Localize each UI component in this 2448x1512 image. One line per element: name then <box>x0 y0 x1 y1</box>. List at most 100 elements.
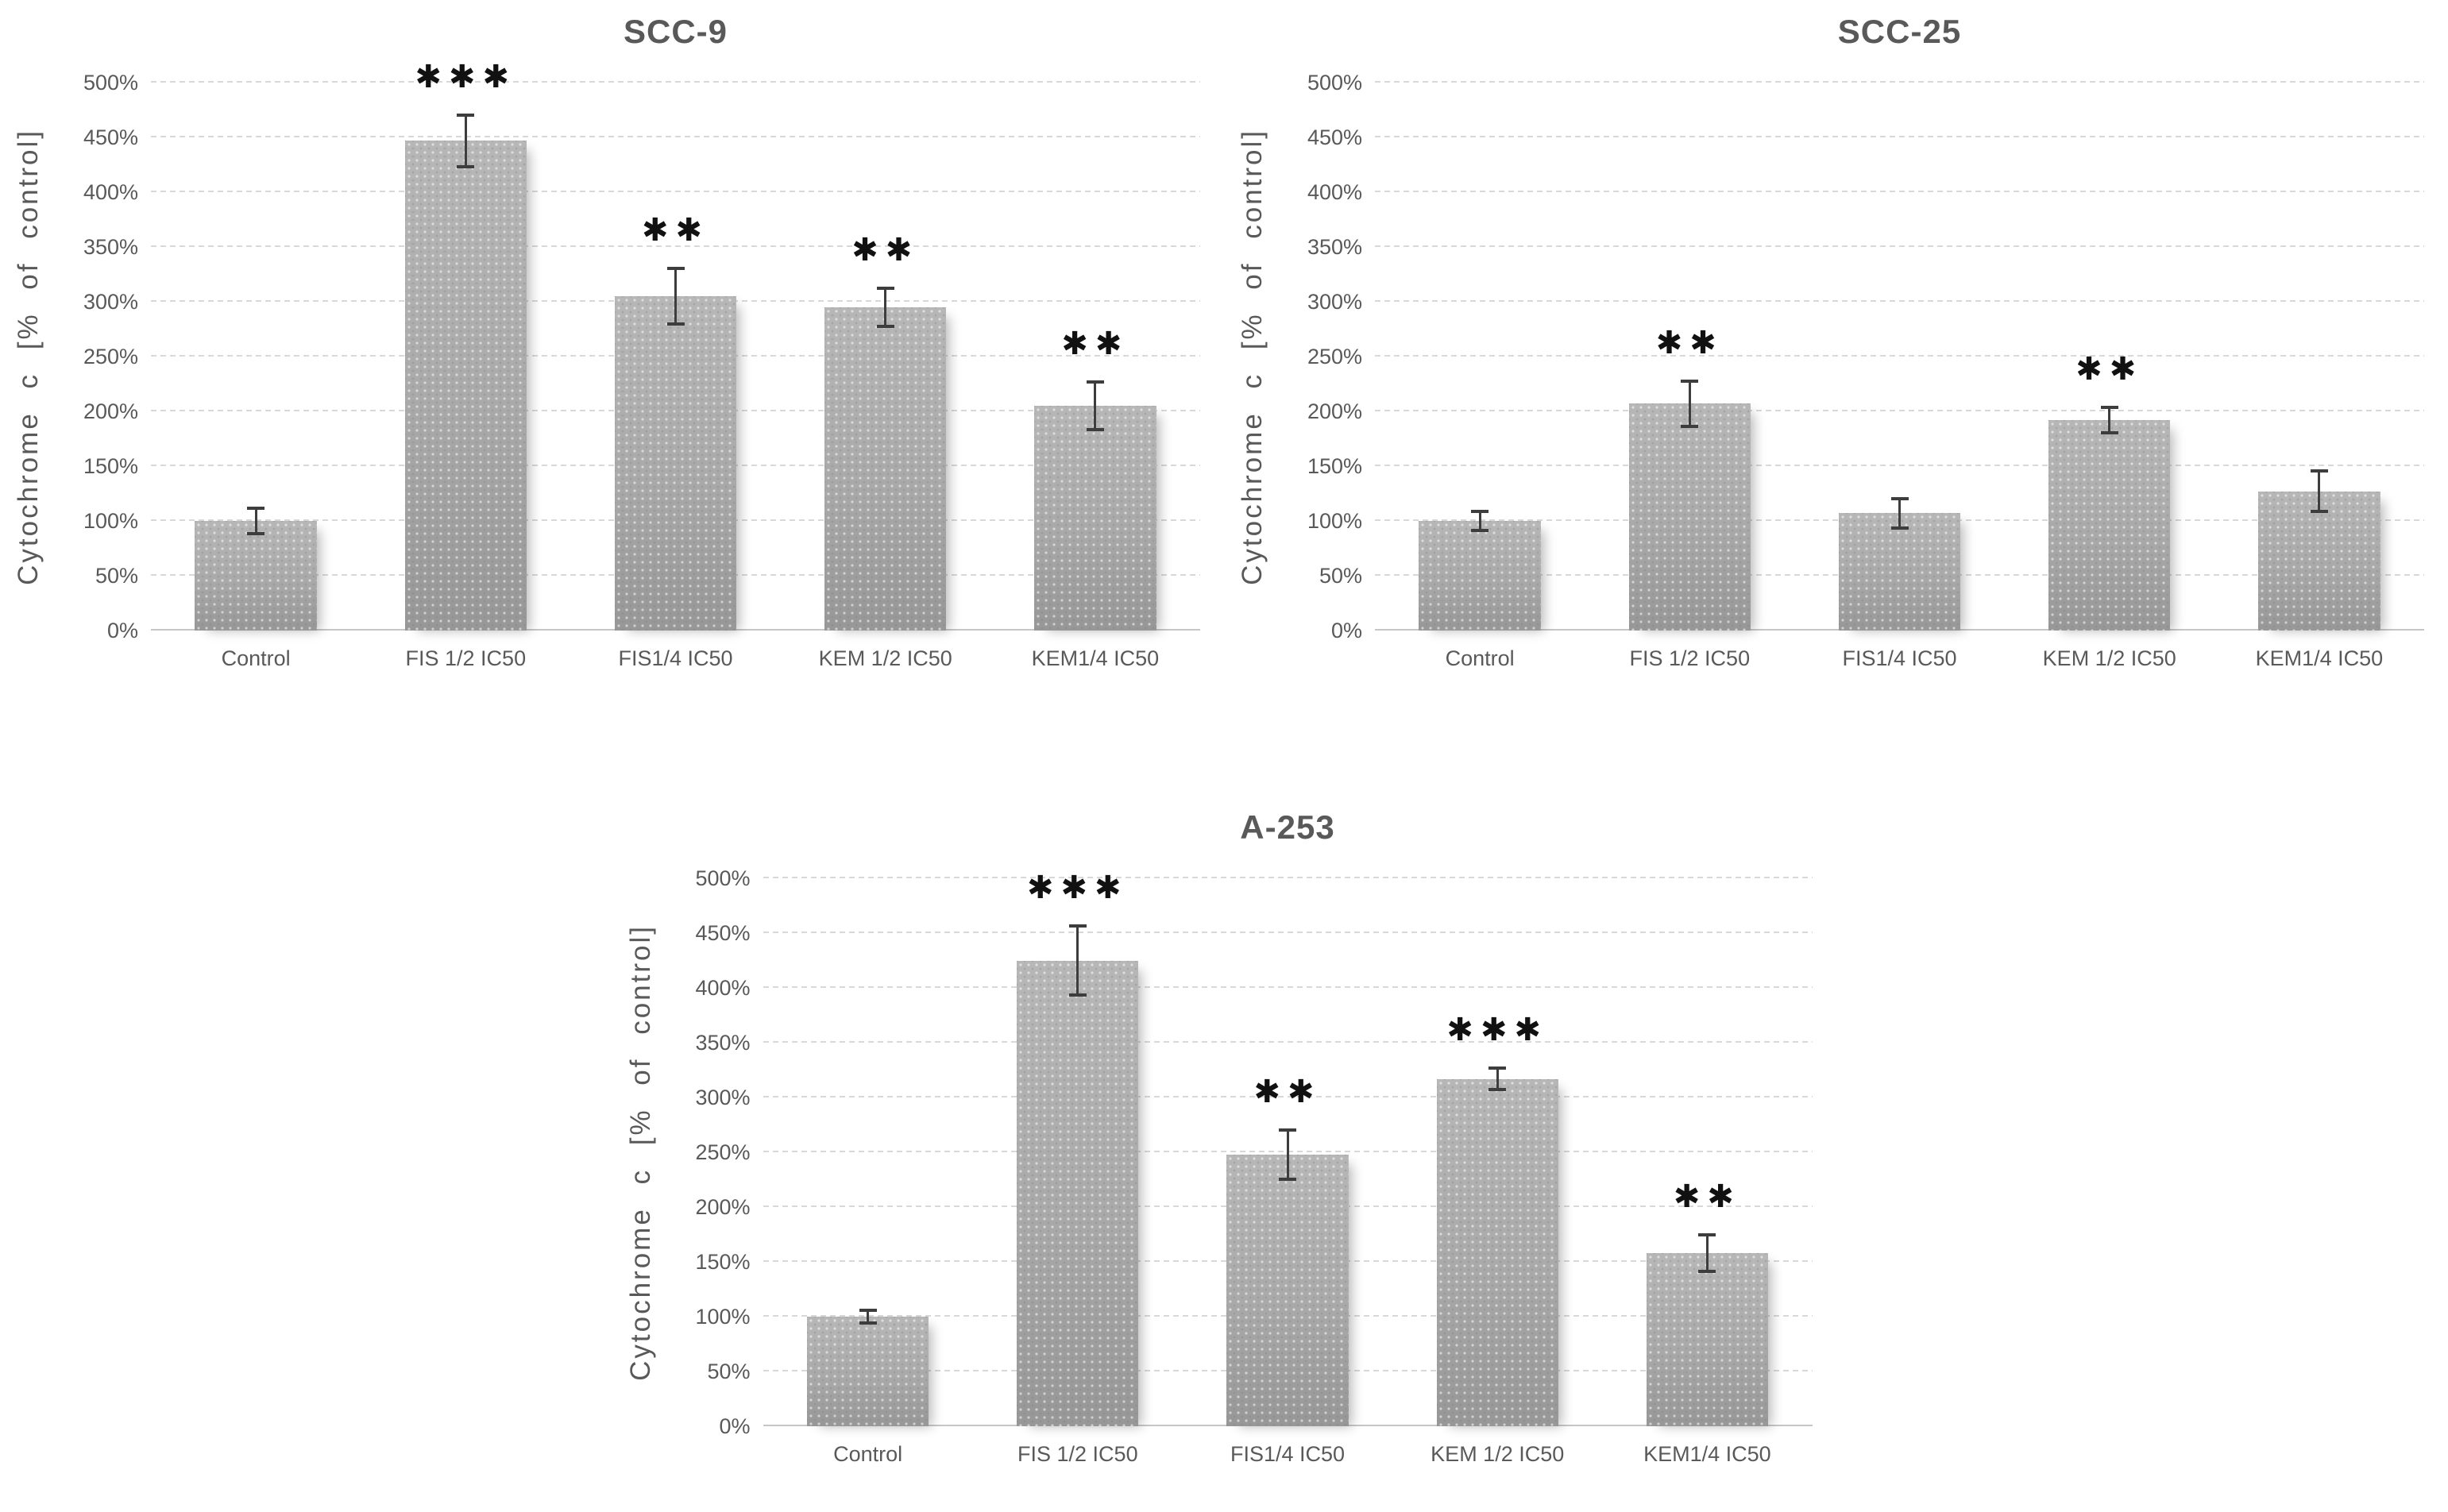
x-category-label: KEM 1/2 IC50 <box>818 646 952 670</box>
error-bar-cap <box>2310 469 2328 473</box>
gridline <box>151 136 1200 137</box>
y-tick-label: 500% <box>695 866 751 890</box>
bar <box>1419 521 1541 631</box>
gridline <box>1375 191 2424 192</box>
chart-title: SCC-9 <box>623 13 728 50</box>
significance-stars: ✱✱ <box>2075 352 2144 388</box>
y-tick-label: 400% <box>1307 180 1362 204</box>
error-bar-cap <box>876 286 894 290</box>
error-bar-stem <box>254 510 257 532</box>
bar-group: ✱✱✱ <box>1392 878 1602 1426</box>
bar-group: ✱✱ <box>1585 83 1794 631</box>
error-bar-stem <box>867 1312 870 1321</box>
y-tick-label: 300% <box>695 1086 751 1109</box>
bar <box>195 521 317 631</box>
bar-group <box>1375 83 1585 631</box>
error-bar <box>1488 1066 1507 1091</box>
y-axis-ticks: 0% 50% 100% 150% 200% 250% 300% 350% 400% 450% 500… <box>1281 71 1375 642</box>
chart-title: A-253 <box>1240 808 1335 846</box>
error-bar <box>2310 469 2328 514</box>
x-category-label: FIS 1/2 IC50 <box>1017 1442 1138 1466</box>
y-tick-label: 150% <box>83 454 138 478</box>
bar <box>1034 406 1156 631</box>
bar-group: ✱✱ <box>781 83 990 631</box>
error-bar-cap <box>1681 424 1699 428</box>
bar <box>1838 513 1961 631</box>
y-axis-label-column: Cytochrome c [% of control] <box>1224 83 1281 631</box>
chart-area: Cytochrome c [% of control] 0% 50% 100% 150… <box>612 866 1836 1502</box>
y-tick-label: 150% <box>1307 454 1362 478</box>
bar <box>2258 491 2380 631</box>
gridline <box>763 1096 1813 1097</box>
error-bar-stem <box>884 289 887 326</box>
bar-group: ✱✱ <box>1602 878 1812 1426</box>
x-category-label: KEM1/4 IC50 <box>1643 1442 1771 1466</box>
bar-group: ✱✱ <box>1183 878 1392 1426</box>
bar-group: ✱✱✱ <box>361 61 570 631</box>
error-bar-cap <box>457 164 475 168</box>
y-tick-label: 250% <box>1307 345 1362 368</box>
y-axis-label-column: Cytochrome c [% of control] <box>0 83 57 631</box>
y-tick-label: 300% <box>83 290 138 314</box>
error-bar <box>666 266 685 326</box>
error-bar-cap <box>247 507 265 511</box>
significance-stars: ✱✱ <box>1673 1179 1741 1215</box>
error-bar <box>1086 380 1104 431</box>
error-bar-cap <box>1890 496 1909 500</box>
gridline <box>763 932 1813 933</box>
bar-group: ✱✱✱ <box>973 872 1183 1426</box>
y-tick-label: 200% <box>83 399 138 423</box>
gridline <box>763 986 1813 988</box>
error-bar-cap <box>457 113 475 117</box>
chart-scc-9: SCC-9 Cytochrome c [% of control] 0% 50% 1… <box>0 0 1224 764</box>
error-bar-cap <box>1086 427 1104 431</box>
error-bar-cap <box>1488 1087 1507 1091</box>
error-bar-cap <box>1890 526 1909 530</box>
bar <box>614 296 737 631</box>
bottom-row: A-253 Cytochrome c [% of control] 0% 50% 1… <box>0 796 2448 1502</box>
y-tick-label: 200% <box>695 1195 751 1219</box>
significance-stars: ✱✱ <box>1655 325 1724 361</box>
error-bar-stem <box>1286 1131 1289 1178</box>
top-row: SCC-9 Cytochrome c [% of control] 0% 50% 1… <box>0 0 2448 764</box>
y-axis-ticks: 0% 50% 100% 150% 200% 250% 300% 350% 400% 450% 500… <box>57 71 151 642</box>
y-tick-label: 200% <box>1307 399 1362 423</box>
error-bar-cap <box>2100 430 2118 434</box>
y-axis-label: Cytochrome c [% of control] <box>1237 128 1268 585</box>
error-bar-stem <box>674 269 677 323</box>
error-bar-cap <box>1068 993 1087 997</box>
error-bar-stem <box>1094 384 1097 428</box>
gridline <box>1375 355 2424 357</box>
significance-stars: ✱✱✱ <box>415 59 517 94</box>
x-category-label: FIS1/4 IC50 <box>1842 646 1957 670</box>
error-bar <box>1471 510 1489 532</box>
y-tick-label: 100% <box>695 1305 751 1329</box>
bar <box>1226 1154 1349 1426</box>
error-bar-cap <box>1471 528 1489 532</box>
y-axis-ticks: 0% 50% 100% 150% 200% 250% 300% 350% 400% 450% 500… <box>670 866 763 1438</box>
bar <box>1628 403 1751 631</box>
gridline <box>151 81 1200 83</box>
bar <box>2048 420 2171 631</box>
gridline <box>151 191 1200 192</box>
gridline <box>1375 136 2424 137</box>
y-tick-label: 500% <box>83 71 138 94</box>
bar <box>1017 960 1139 1426</box>
error-bar-cap <box>666 322 685 326</box>
y-tick-label: 0% <box>106 619 138 642</box>
error-bar-cap <box>1488 1066 1507 1070</box>
x-category-label: Control <box>833 1442 903 1466</box>
y-tick-label: 450% <box>1307 125 1362 149</box>
gridline <box>763 877 1813 878</box>
y-tick-label: 0% <box>719 1414 751 1438</box>
y-tick-label: 300% <box>1307 290 1362 314</box>
error-bar <box>1068 924 1087 997</box>
chart-scc-25: SCC-25 Cytochrome c [% of control] 0% 50%… <box>1224 0 2448 764</box>
y-tick-label: 100% <box>83 509 138 533</box>
error-bar-cap <box>859 1321 877 1325</box>
y-tick-label: 450% <box>83 125 138 149</box>
y-tick-label: 100% <box>1307 509 1362 533</box>
error-bar-cap <box>247 531 265 535</box>
gridline <box>763 1041 1813 1043</box>
